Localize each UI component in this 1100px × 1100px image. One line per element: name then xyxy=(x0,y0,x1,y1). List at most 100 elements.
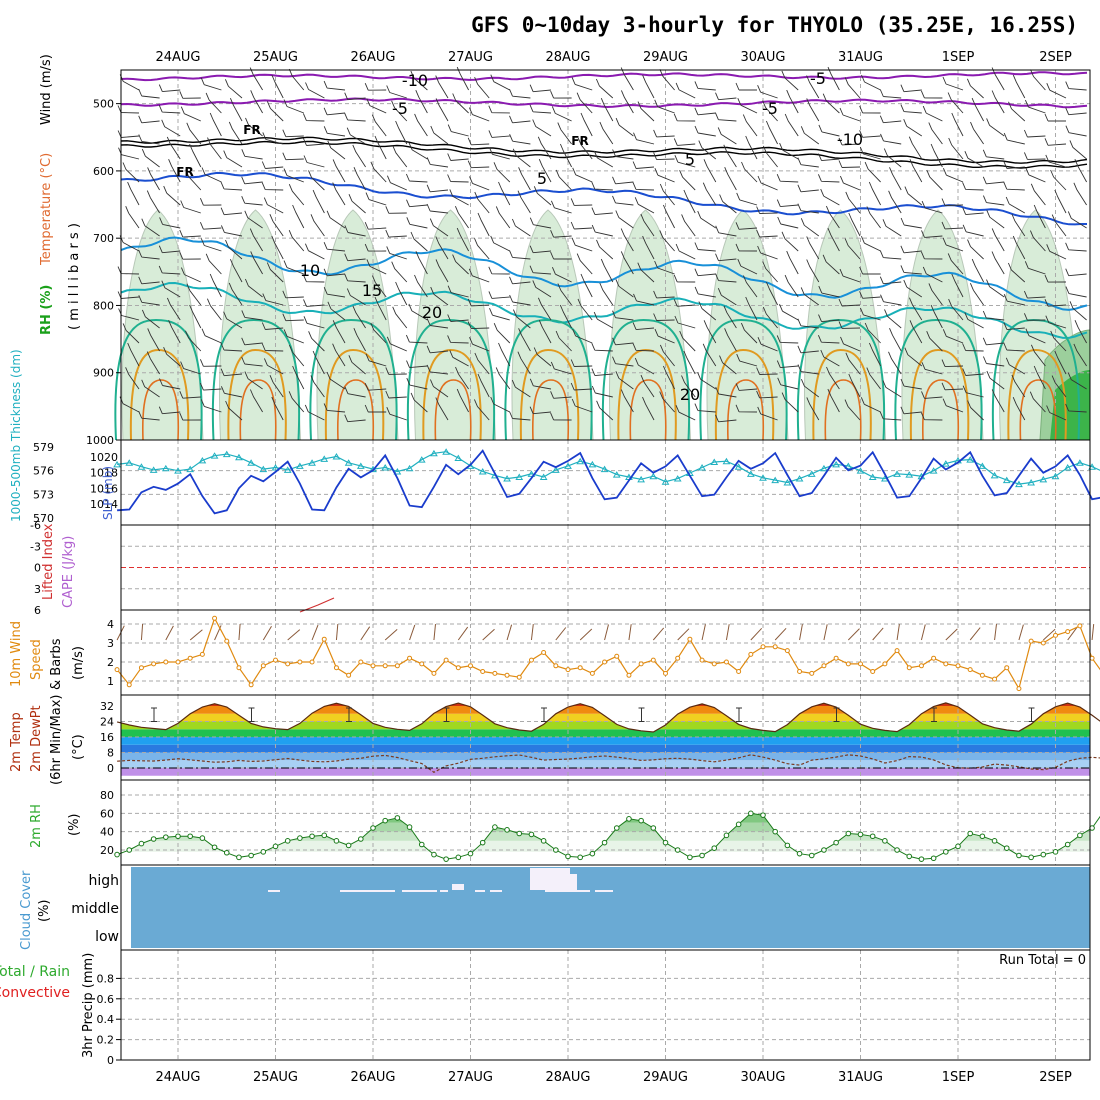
wind-barb xyxy=(406,360,428,369)
wind-barb xyxy=(406,217,428,229)
rh-marker xyxy=(589,850,596,857)
rh-marker xyxy=(845,830,852,837)
wind-barb xyxy=(942,237,964,252)
wind-barb xyxy=(474,238,490,260)
isotherm-25-arch xyxy=(422,348,482,441)
wind-barb xyxy=(288,344,305,367)
rh-tick-label: 80 xyxy=(100,789,114,802)
wind-barb xyxy=(723,144,737,168)
wind-barb xyxy=(327,301,346,321)
contour-label: 20 xyxy=(680,385,700,404)
wind-barb xyxy=(632,322,655,331)
thickness-slp-panel: 579 576 573 570 1020 1018 1016 1014 xyxy=(33,439,1100,526)
minmax-bar xyxy=(736,707,742,722)
wind-barb xyxy=(653,290,675,299)
rh-marker xyxy=(894,847,900,853)
wind-barb xyxy=(447,153,469,161)
wind-barb xyxy=(1024,99,1046,114)
wind10m-marker xyxy=(626,672,632,678)
wind-barb xyxy=(474,77,490,99)
wind-barb xyxy=(654,328,675,344)
rh-marker xyxy=(796,850,803,857)
cloud-patch xyxy=(340,890,395,892)
wind-barb xyxy=(179,412,201,421)
contour-label: 10 xyxy=(300,261,320,280)
wind10m-marker xyxy=(285,661,291,667)
rh-marker xyxy=(236,854,242,861)
wind-barb xyxy=(386,407,407,421)
wind-barb xyxy=(970,121,984,145)
wind-tick-label: 4 xyxy=(107,618,114,631)
wind-barb xyxy=(374,296,387,321)
isotherm-25-arch xyxy=(519,348,580,441)
wind10m-marker xyxy=(492,670,498,676)
wind-barb xyxy=(736,192,758,206)
wind-barb xyxy=(864,322,881,344)
thickness-marker xyxy=(771,476,780,484)
wind-barb xyxy=(1025,167,1046,183)
wind-barb xyxy=(1003,132,1025,145)
thickness-marker xyxy=(893,470,901,477)
wind-barb xyxy=(266,262,284,283)
thickness-marker xyxy=(600,465,609,473)
wind-barb xyxy=(964,151,984,168)
wind-barb xyxy=(882,219,902,237)
wind-barb xyxy=(962,207,984,216)
wind-barb xyxy=(244,371,263,390)
wind10m-marker xyxy=(650,657,656,663)
wind10m-marker xyxy=(931,655,937,661)
wind10m-marker xyxy=(614,653,620,659)
wind-barb xyxy=(900,217,922,229)
wind10m-marker xyxy=(273,657,278,663)
wind10m-marker xyxy=(809,670,815,676)
wind10m-marker xyxy=(468,663,473,669)
wind-barb xyxy=(261,182,284,191)
thickness-marker xyxy=(271,464,280,471)
wind-barb xyxy=(737,98,758,114)
wind-barb xyxy=(122,162,140,183)
wind-barb xyxy=(366,98,387,114)
wind-barb xyxy=(474,191,490,214)
wind-barb xyxy=(223,311,243,329)
wind-barb xyxy=(735,82,757,91)
wind-barb xyxy=(776,174,799,183)
thickness-marker xyxy=(442,448,451,455)
rh-marker xyxy=(394,815,401,821)
wind-barb xyxy=(266,101,284,122)
rh-marker xyxy=(309,833,315,840)
wind-barb xyxy=(818,285,840,298)
wind-barb xyxy=(141,148,160,168)
isotherm-minus5 xyxy=(120,97,1088,109)
thickness-marker xyxy=(1088,463,1096,470)
wind-barb xyxy=(386,336,407,352)
wind-barb xyxy=(371,275,387,298)
bottom-day-label: 28AUG xyxy=(545,1070,590,1085)
wind-barb xyxy=(392,306,408,329)
wind-tick-label: 3 xyxy=(107,637,114,650)
wind-barb xyxy=(529,406,552,415)
wind-barb xyxy=(555,330,572,352)
wind-barb xyxy=(962,368,984,376)
wind-barb xyxy=(435,98,449,122)
wind-barb xyxy=(201,328,222,344)
wind-barb xyxy=(654,99,675,114)
wind-barb xyxy=(879,89,902,99)
wind-barb xyxy=(430,286,449,306)
wind-barb xyxy=(714,112,737,122)
wind-barb xyxy=(740,322,758,344)
wind-barb xyxy=(303,299,325,307)
wind10m-marker xyxy=(455,665,461,671)
thickness-marker xyxy=(283,466,292,473)
wind10m-marker xyxy=(736,669,742,674)
wind-barb xyxy=(304,404,325,421)
precip-tick-label: 0.8 xyxy=(97,972,115,985)
wind-barb xyxy=(302,113,325,122)
wind-barb xyxy=(161,280,181,298)
wind-barb xyxy=(900,265,922,275)
temp-line xyxy=(116,702,1100,733)
wind-barb xyxy=(659,183,675,206)
thickness-marker xyxy=(503,475,511,482)
wind-barb xyxy=(1012,235,1026,260)
wind10m-barb xyxy=(1067,626,1078,641)
